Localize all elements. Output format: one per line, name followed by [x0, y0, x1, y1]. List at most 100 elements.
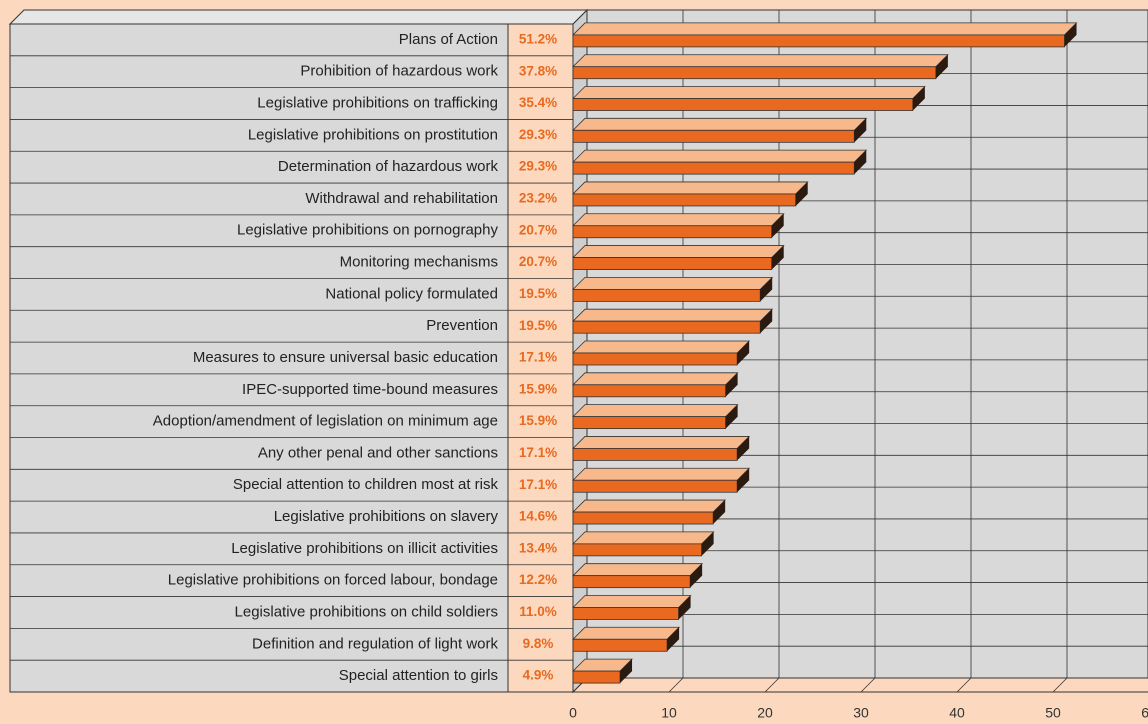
- bar-side: [771, 245, 784, 270]
- bar-side: [667, 627, 680, 652]
- tick-mark: [860, 677, 876, 693]
- value-label: 20.7%: [519, 254, 557, 269]
- bar-side: [713, 500, 726, 525]
- bar: [572, 670, 621, 684]
- bar-top: [572, 626, 681, 640]
- category-label: Withdrawal and rehabilitation: [305, 190, 498, 207]
- bar-side: [725, 404, 738, 429]
- bar-top: [572, 436, 751, 449]
- bar-top: [572, 340, 751, 354]
- x-tick-label: 20: [757, 705, 773, 721]
- category-label: Legislative prohibitions on forced labou…: [168, 572, 498, 589]
- bar-side: [737, 436, 750, 461]
- bar: [572, 384, 727, 398]
- bar: [572, 638, 668, 652]
- x-tick-label: 30: [853, 705, 869, 721]
- value-label: 51.2%: [519, 31, 557, 46]
- bar: [572, 34, 1065, 48]
- bar-top: [572, 595, 692, 608]
- category-label: Legislative prohibitions on child soldie…: [235, 603, 498, 620]
- bar: [572, 575, 691, 589]
- tick-mark: [668, 677, 684, 693]
- bar: [572, 288, 761, 302]
- tick-mark: [956, 677, 972, 693]
- bar-side: [701, 531, 714, 556]
- x-tick-label: 50: [1045, 705, 1061, 721]
- category-label: Any other penal and other sanctions: [258, 444, 498, 461]
- bar-top: [572, 372, 739, 386]
- category-label: National policy formulated: [325, 285, 498, 302]
- bar-top: [572, 213, 785, 227]
- bar-side: [854, 118, 867, 143]
- bar: [572, 257, 773, 270]
- bar-top: [572, 308, 774, 322]
- value-label: 29.3%: [519, 159, 557, 174]
- bar-side: [854, 150, 867, 175]
- category-label: Legislative prohibitions on illicit acti…: [231, 540, 498, 557]
- value-label: 19.5%: [519, 286, 557, 301]
- bar-side: [678, 595, 691, 620]
- bar: [572, 607, 679, 620]
- category-label: Legislative prohibitions on pornography: [237, 222, 499, 239]
- category-label: Legislative prohibitions on slavery: [274, 508, 499, 525]
- value-label: 11.0%: [519, 604, 557, 619]
- bar: [572, 352, 738, 366]
- bar: [572, 225, 773, 239]
- bar-side: [1064, 22, 1077, 47]
- bar-top: [572, 531, 715, 545]
- value-label: 14.6%: [519, 509, 557, 524]
- bar-top: [572, 245, 785, 258]
- value-label: 17.1%: [519, 477, 557, 492]
- bar-side: [771, 213, 784, 238]
- bar-side: [690, 563, 703, 588]
- bar-top: [572, 54, 949, 68]
- value-label-panel: [507, 23, 574, 693]
- value-label: 13.4%: [519, 540, 557, 555]
- value-label: 29.3%: [519, 127, 557, 142]
- bar-side: [737, 468, 750, 493]
- category-label: Special attention to girls: [339, 667, 498, 684]
- x-tick-label: 0: [569, 705, 577, 721]
- bar-side: [912, 86, 925, 111]
- bar-top: [572, 467, 751, 481]
- bar-top: [572, 117, 868, 131]
- category-label: Monitoring mechanisms: [340, 254, 498, 271]
- value-label: 23.2%: [519, 191, 557, 206]
- bar-top: [572, 86, 926, 99]
- value-label: 35.4%: [519, 95, 557, 110]
- bar-side: [935, 54, 948, 79]
- bar: [572, 543, 703, 557]
- bar-side: [737, 341, 750, 365]
- bar-top: [572, 149, 868, 163]
- value-label: 12.2%: [519, 572, 557, 587]
- bar-top: [572, 404, 739, 418]
- bar: [572, 129, 855, 143]
- tick-mark: [764, 677, 780, 693]
- category-label: Legislative prohibitions on prostitution: [248, 126, 498, 143]
- bar-top: [572, 563, 704, 577]
- tick-mark: [1052, 677, 1068, 693]
- bar-side: [725, 372, 738, 397]
- category-label: Definition and regulation of light work: [252, 635, 498, 652]
- category-label: Prohibition of hazardous work: [300, 63, 498, 80]
- category-label: Special attention to children most at ri…: [233, 476, 499, 493]
- category-label: Measures to ensure universal basic educa…: [193, 349, 498, 366]
- bar: [572, 416, 727, 430]
- bar: [572, 66, 937, 80]
- value-label: 9.8%: [523, 636, 554, 651]
- value-label: 19.5%: [519, 318, 557, 333]
- value-label: 15.9%: [519, 413, 557, 428]
- bar: [572, 193, 797, 207]
- bar-side: [760, 277, 773, 302]
- bar-top: [572, 22, 1078, 36]
- x-tick-label: 10: [661, 705, 677, 721]
- category-label: IPEC-supported time-bound measures: [242, 381, 498, 398]
- bar: [572, 511, 714, 525]
- bar-top: [572, 181, 809, 195]
- bar: [572, 98, 914, 111]
- category-label: Adoption/amendment of legislation on min…: [153, 413, 498, 430]
- bar: [572, 320, 761, 334]
- value-label: 17.1%: [519, 350, 557, 365]
